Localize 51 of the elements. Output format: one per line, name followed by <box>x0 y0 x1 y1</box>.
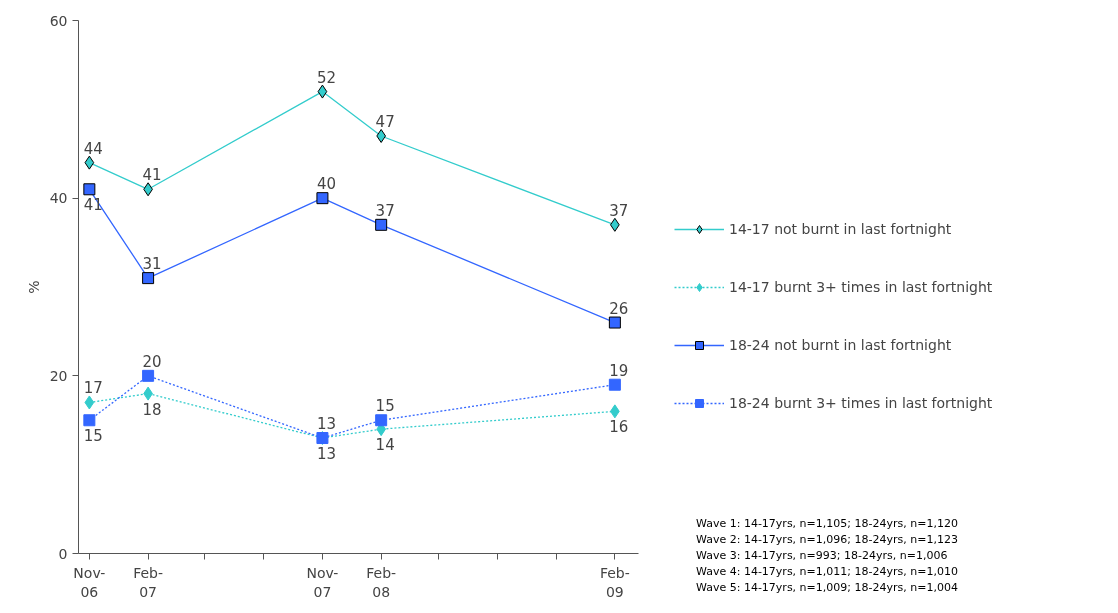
data-label: 26 <box>609 299 629 318</box>
point <box>608 316 621 329</box>
point <box>316 192 329 205</box>
data-label: 40 <box>316 175 336 194</box>
point <box>142 369 155 382</box>
legend-label: 18-24 burnt 3+ times in last fortnight <box>729 395 993 411</box>
point <box>142 272 155 285</box>
data-label: 18 <box>142 400 162 419</box>
data-label: 13 <box>316 415 336 434</box>
data-label: 14 <box>375 436 395 455</box>
x-tick-label: Feb-08 <box>366 564 397 600</box>
point <box>317 84 328 99</box>
data-label: 31 <box>142 255 162 274</box>
data-label: 15 <box>83 427 103 446</box>
text: Wave 4: 14-17yrs, n=1,011; 18-24yrs, n=1,010 <box>696 565 958 578</box>
data-label: 41 <box>142 166 162 185</box>
data-label: 44 <box>83 139 103 158</box>
x-tick-label: Feb-07 <box>133 564 164 600</box>
data-label: 47 <box>375 112 395 131</box>
legend-label: 14-17 not burnt in last fortnight <box>729 221 952 237</box>
data-label: 37 <box>375 201 395 220</box>
data-label: 19 <box>609 361 629 380</box>
data-label: 17 <box>83 379 103 398</box>
text: Wave 2: 14-17yrs, n=1,096; 18-24yrs, n=1,123 <box>696 533 958 546</box>
text: Wave 3: 14-17yrs, n=993; 18-24yrs, n=1,006 <box>696 549 948 562</box>
y-tick-label: 60 <box>49 12 68 29</box>
text: Wave 1: 14-17yrs, n=1,105; 18-24yrs, n=1,120 <box>696 517 958 530</box>
data-label: 13 <box>316 445 336 464</box>
point <box>608 378 621 391</box>
data-label: 20 <box>142 352 162 371</box>
point <box>83 183 96 196</box>
x-tick-label: Nov-07 <box>306 564 339 600</box>
y-axis-title: % <box>25 280 42 294</box>
y-tick-label: 40 <box>49 190 68 207</box>
x-tick-label: Nov-06 <box>73 564 106 600</box>
data-label: 41 <box>83 196 103 215</box>
data-label: 15 <box>375 397 395 416</box>
legend-label: 18-24 not burnt in last fortnight <box>729 337 952 353</box>
text: Wave 5: 14-17yrs, n=1,009; 18-24yrs, n=1,004 <box>696 581 958 594</box>
point <box>375 218 388 231</box>
data-label: 52 <box>316 68 336 87</box>
data-label: 37 <box>609 201 629 220</box>
x-tick-label: Feb-09 <box>599 564 630 600</box>
point <box>375 414 388 427</box>
data-label: 16 <box>609 418 629 437</box>
legend-label: 14-17 burnt 3+ times in last fortnight <box>729 279 993 295</box>
y-tick-label: 20 <box>49 367 68 384</box>
point <box>83 414 96 427</box>
point <box>84 155 95 170</box>
point <box>84 395 95 410</box>
y-tick-label: 0 <box>58 545 68 562</box>
